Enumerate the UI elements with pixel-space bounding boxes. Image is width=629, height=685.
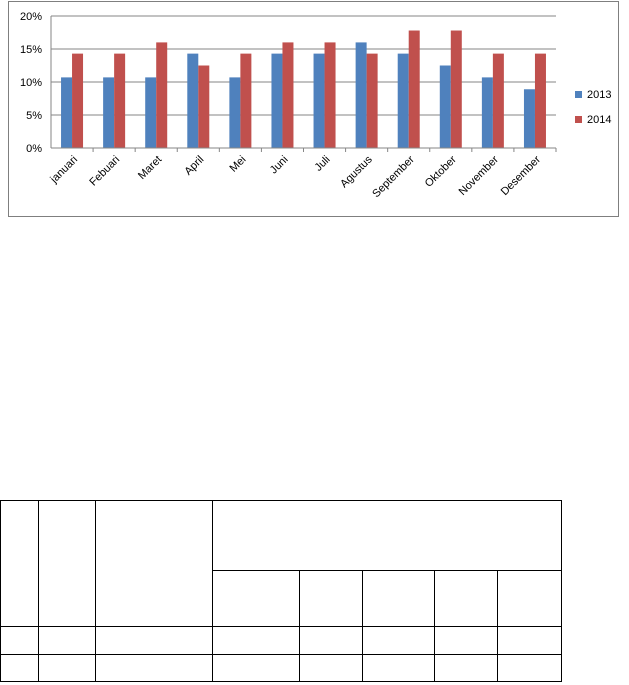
x-tick-label: September [370,153,417,200]
table-cell [212,654,300,682]
table-subheader-cell [434,570,498,627]
bar-2013 [229,77,241,148]
bar-2013 [481,77,493,148]
table-header-cell [38,500,96,627]
bar-2014 [492,53,504,149]
bar-2014 [198,65,210,148]
bar-2014 [366,53,378,149]
table-cell [497,626,562,655]
table-cell [38,626,96,655]
table-cell [434,654,498,682]
data-table [0,500,562,682]
table-subheader-cell [362,570,435,627]
bar-2014 [324,42,336,148]
x-tick-label: Juni [268,154,291,177]
x-tick-label: januari [48,154,81,187]
x-tick-label: Maret [136,154,164,182]
table-cell [38,654,96,682]
table-cell [0,654,39,682]
legend-label: 2013 [587,89,611,101]
bar-2013 [439,65,451,148]
x-tick-label: November [457,153,502,198]
bar-2014 [240,53,252,149]
bar-2014 [282,42,294,148]
table-cell [0,626,39,655]
bar-2014 [72,53,84,149]
y-tick-label: 15% [20,44,42,56]
bar-chart: 0% 5% 10% 15% 20% januari Febuari Maret April Mei… [20,11,612,200]
bar-2013 [397,53,409,149]
bar-2014 [450,30,462,148]
table-row [0,626,562,655]
bar-2013 [271,53,283,149]
bar-2013 [313,53,325,149]
legend-swatch-2013 [575,91,582,98]
x-tick-label: Desember [499,153,544,198]
chart-container: 0% 5% 10% 15% 20% januari Febuari Maret April Mei… [8,1,619,217]
x-tick-label: Febuari [87,154,122,189]
bar-2013 [355,42,367,148]
table-subheader-cell [299,570,363,627]
bar-2013 [145,77,157,148]
y-tick-label: 5% [26,110,42,122]
table-cell [362,654,435,682]
table-header-cell [95,500,213,627]
table-header-cell [0,500,39,627]
x-tick-label: Agustus [338,153,375,190]
table-subheader-cell [497,570,562,627]
bar-2013 [61,77,73,148]
table-cell [362,626,435,655]
x-tick-label: April [182,154,206,178]
bar-2013 [103,77,115,148]
bar-2014 [114,53,126,149]
table-cell [299,654,363,682]
bar-2014 [408,30,420,148]
bar-2013 [523,89,535,148]
x-tick-label: Juli [312,154,332,174]
legend-label: 2014 [587,114,611,126]
x-tick-label: Oktober [423,153,459,189]
table-subheader-cell [212,570,300,627]
bar-2014 [534,53,546,149]
table-cell [434,626,498,655]
table-cell [497,654,562,682]
bar-2013 [187,53,199,149]
table-cell [95,626,213,655]
y-tick-label: 0% [26,143,42,155]
bar-2014 [156,42,168,148]
table-header-cell [212,500,562,571]
table-cell [299,626,363,655]
table-cell [212,626,300,655]
y-tick-label: 20% [20,11,42,23]
y-tick-label: 10% [20,77,42,89]
table-cell [95,654,213,682]
x-tick-label: Mei [227,154,248,175]
table-row [0,654,562,682]
legend-swatch-2014 [575,116,582,123]
